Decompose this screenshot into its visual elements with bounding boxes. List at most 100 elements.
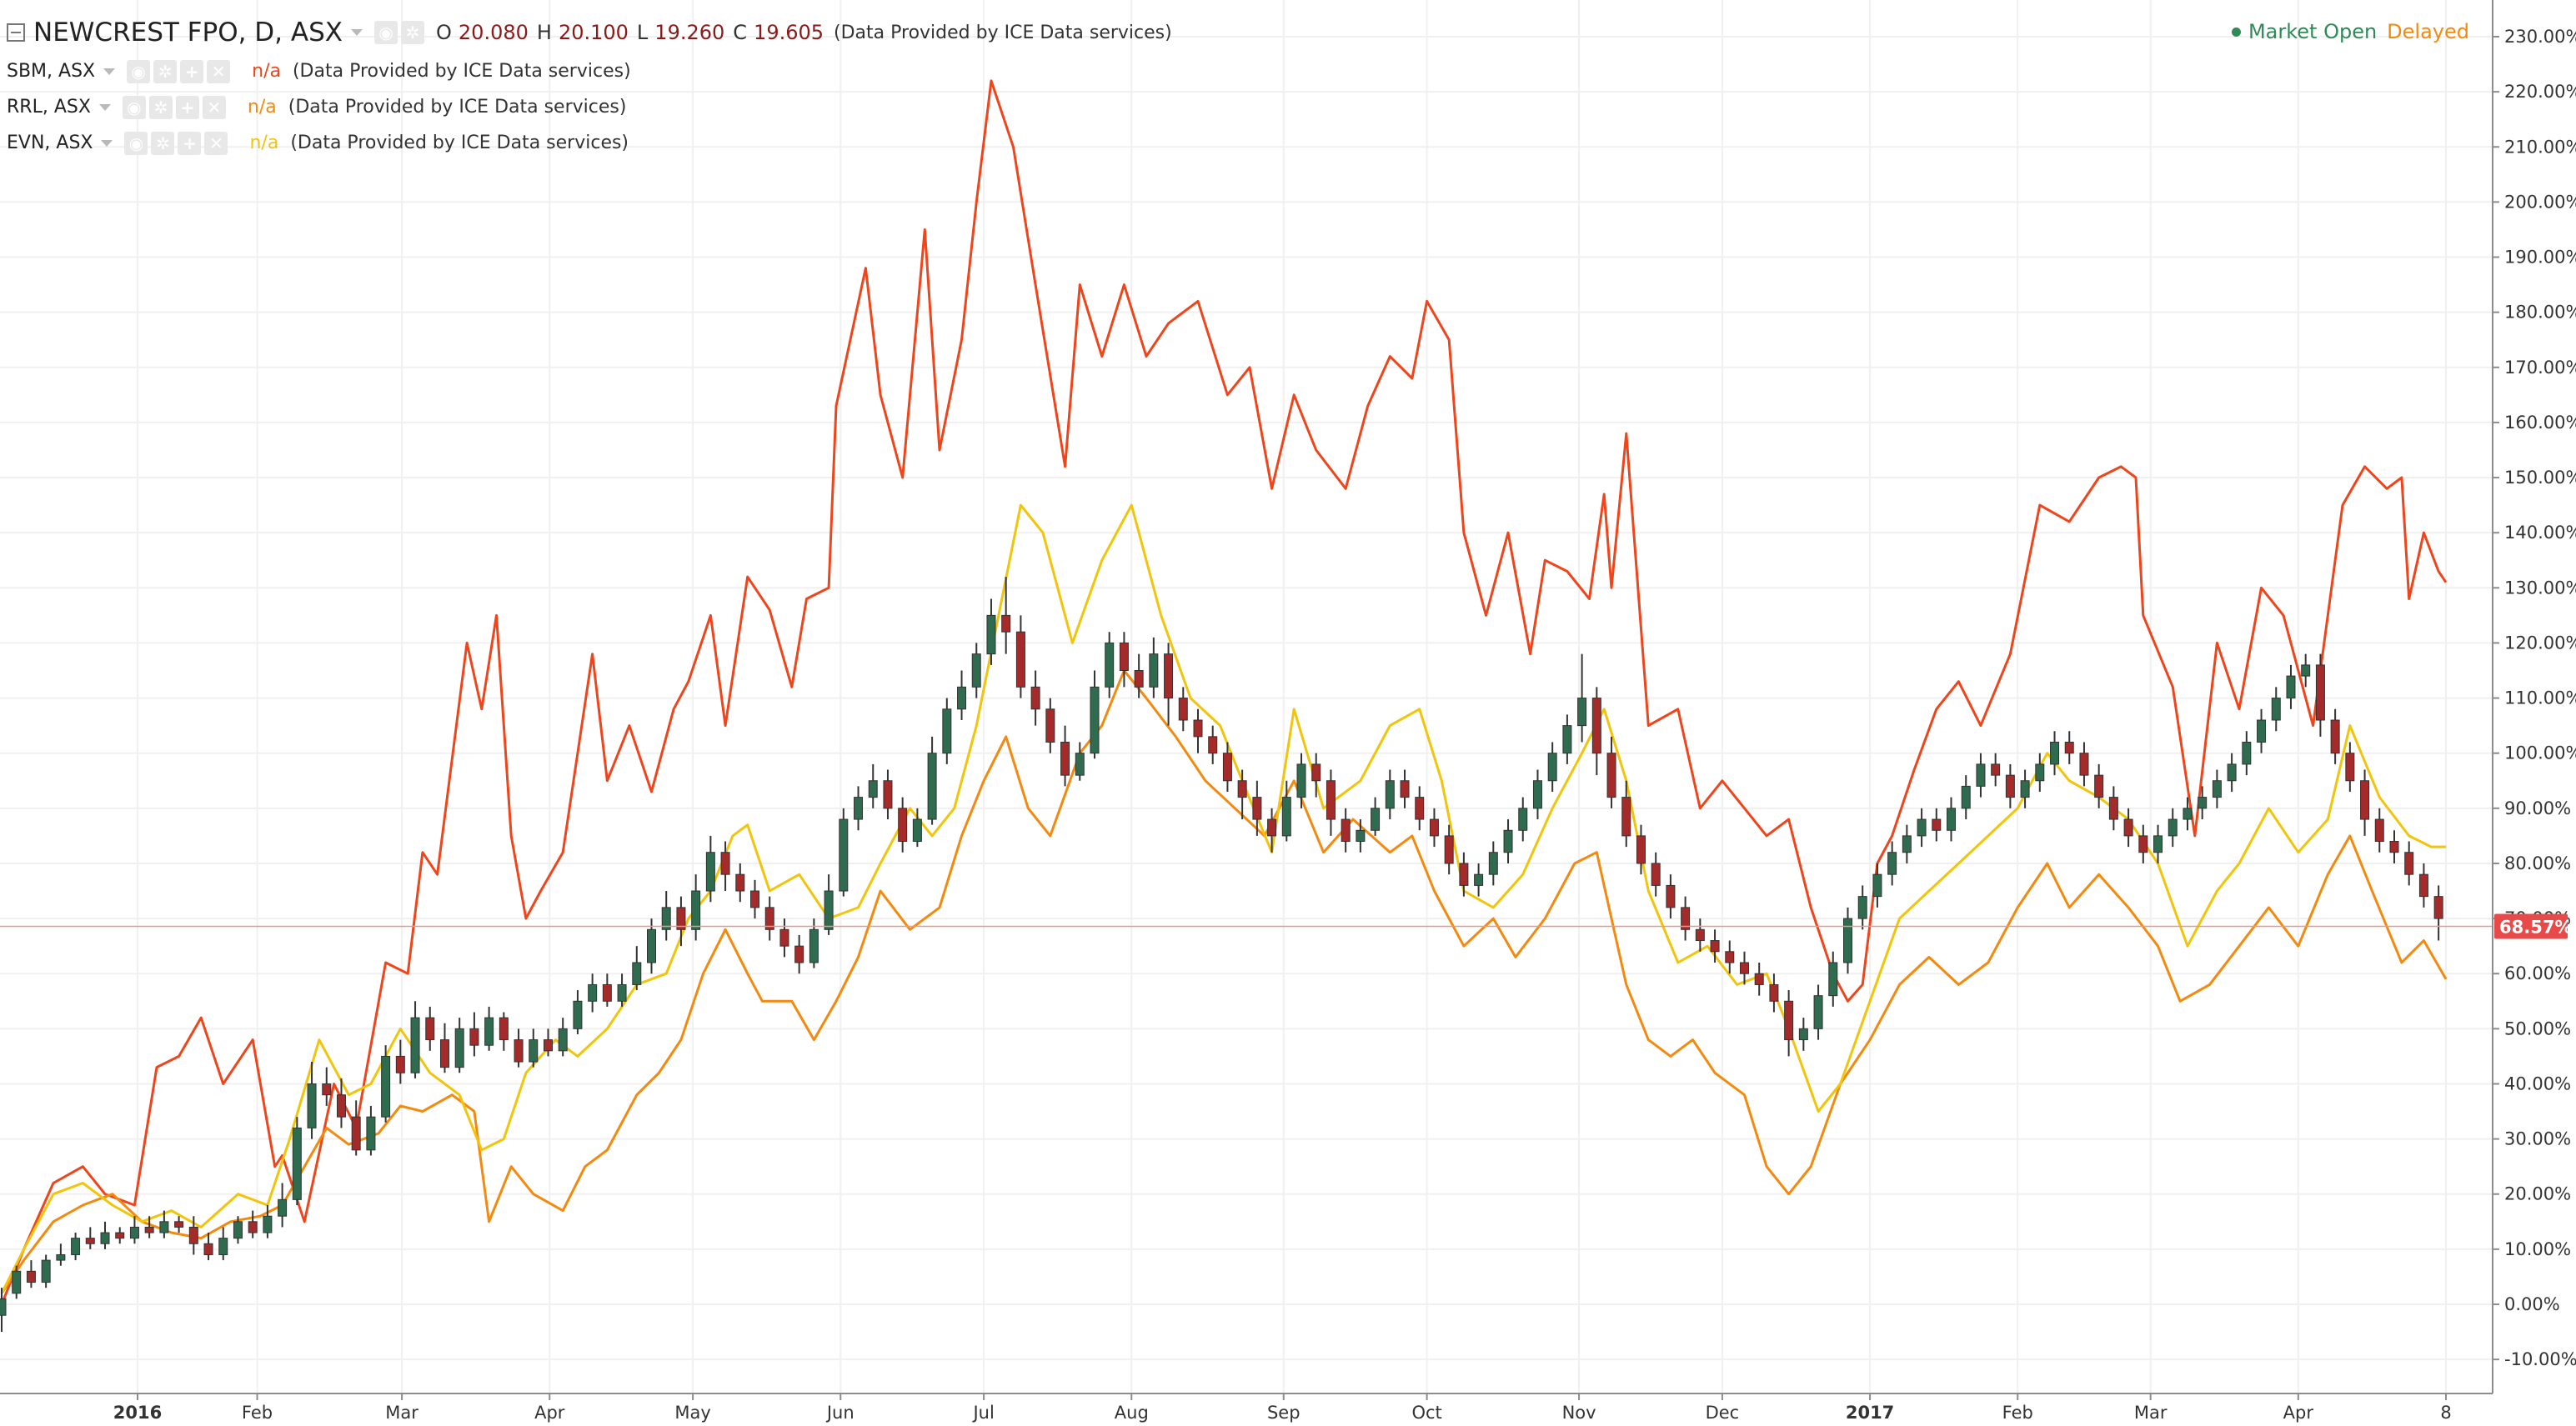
compare-value: n/a	[252, 61, 281, 82]
candle-body	[854, 797, 864, 820]
candle-body	[898, 808, 908, 843]
candle-body	[292, 1127, 302, 1200]
plus-icon[interactable]: +	[180, 59, 204, 83]
price-axis-bg	[2493, 0, 2576, 1426]
candle-body	[2050, 741, 2060, 765]
plus-icon[interactable]: +	[178, 131, 202, 155]
candle-body	[1947, 808, 1957, 831]
candle-body	[1636, 835, 1646, 864]
candle-body	[0, 1298, 7, 1316]
candle-body	[2271, 698, 2281, 721]
candle-body	[85, 1238, 95, 1244]
caret-down-icon[interactable]	[103, 68, 116, 75]
market-open-label: Market Open	[2248, 20, 2378, 43]
candle-body	[1991, 763, 2001, 776]
time-tick-label: Jul	[971, 1403, 994, 1423]
candle-body	[1562, 725, 1572, 754]
close-icon[interactable]: ✕	[204, 131, 228, 155]
price-tick-label: -10.00%	[2504, 1349, 2576, 1369]
gear-icon[interactable]: ✲	[401, 21, 425, 44]
candle-body	[2094, 774, 2104, 798]
price-tick-label: 160.00%	[2504, 413, 2576, 433]
caret-down-icon[interactable]	[98, 103, 111, 111]
price-tick-label: 220.00%	[2504, 82, 2576, 102]
candle-body	[1621, 797, 1631, 837]
candle-body	[647, 928, 657, 963]
series-line	[0, 503, 2446, 1294]
candle-body	[1252, 797, 1262, 820]
time-tick-label: Nov	[1562, 1403, 1596, 1423]
eye-icon[interactable]: ◉	[124, 131, 148, 155]
time-tick-label: Mar	[2134, 1403, 2168, 1423]
price-tick-label: 50.00%	[2504, 1018, 2571, 1038]
candle-body	[2198, 797, 2208, 809]
plus-icon[interactable]: +	[175, 95, 199, 119]
candle-body	[1444, 835, 1454, 864]
high-label: H	[536, 21, 552, 44]
legend-compare-row[interactable]: RRL, ASX ◉ ✲ + ✕ n/a (Data Provided by I…	[7, 89, 1172, 125]
time-tick-label: Apr	[2283, 1403, 2314, 1423]
candle-body	[395, 1055, 405, 1073]
candle-body	[1547, 753, 1557, 782]
price-tick-label: 170.00%	[2504, 358, 2576, 378]
candle-body	[764, 907, 774, 930]
candle-body	[1917, 818, 1927, 837]
legend-main-row[interactable]: NEWCREST FPO, D, ASX ◉ ✲ O 20.080 H 20.1…	[7, 12, 1172, 53]
candle-body	[1164, 653, 1174, 699]
legend-compare-row[interactable]: SBM, ASX ◉ ✲ + ✕ n/a (Data Provided by I…	[7, 53, 1172, 89]
candle-body	[2242, 741, 2252, 765]
candle-body	[1474, 873, 1484, 886]
caret-down-icon[interactable]	[101, 139, 113, 147]
candle-body	[2123, 818, 2133, 837]
candle-body	[56, 1253, 66, 1261]
candle-body	[484, 1017, 494, 1046]
time-tick-label: 8	[2440, 1403, 2451, 1423]
main-provider: (Data Provided by ICE Data services)	[834, 22, 1172, 43]
candle-body	[1503, 829, 1513, 853]
compare-symbol[interactable]: RRL, ASX	[7, 97, 91, 118]
candle-body	[454, 1028, 464, 1068]
caret-down-icon[interactable]	[351, 29, 363, 36]
candle-body	[263, 1215, 273, 1233]
compare-symbol[interactable]: EVN, ASX	[7, 133, 93, 153]
price-axis[interactable]: -10.00% 0.00% 10.00% 20.00% 30.00% 40.00% 50.0…	[2492, 0, 2576, 1426]
main-symbol[interactable]: NEWCREST FPO, D, ASX	[33, 18, 343, 48]
candle-body	[322, 1083, 332, 1096]
collapse-icon[interactable]	[7, 23, 25, 42]
candle-body	[1813, 995, 1823, 1029]
status-dot-icon	[2231, 27, 2241, 37]
gear-icon[interactable]: ✲	[151, 131, 175, 155]
eye-icon[interactable]: ◉	[122, 95, 146, 119]
candle-body	[2153, 835, 2163, 853]
candle-body	[1651, 863, 1661, 886]
price-tick-label: 230.00%	[2504, 27, 2576, 47]
gear-icon[interactable]: ✲	[148, 95, 173, 119]
candle-body	[1311, 763, 1321, 782]
price-tick-label: 90.00%	[2504, 798, 2571, 818]
compare-provider: (Data Provided by ICE Data services)	[288, 97, 627, 118]
candle-body	[1518, 808, 1528, 831]
eye-icon[interactable]: ◉	[374, 21, 398, 44]
compare-symbol[interactable]: SBM, ASX	[7, 61, 96, 82]
candle-body	[115, 1232, 125, 1239]
close-icon[interactable]: ✕	[202, 95, 226, 119]
candle-body	[1222, 753, 1232, 782]
candle-body	[1976, 763, 1986, 787]
candle-body	[986, 614, 996, 655]
time-tick-label: Sep	[1267, 1403, 1301, 1423]
candle-body	[1429, 818, 1439, 837]
eye-icon[interactable]: ◉	[127, 59, 151, 83]
time-axis[interactable]: 2016 Feb Mar Apr May Jun Jul Aug Sep Oct Nov Dec 201…	[0, 1393, 2576, 1426]
legend-compare-row[interactable]: EVN, ASX ◉ ✲ + ✕ n/a (Data Provided by I…	[7, 125, 1172, 161]
candle-body	[1577, 698, 1587, 727]
gear-icon[interactable]: ✲	[153, 59, 178, 83]
time-tick-label: Feb	[2002, 1403, 2033, 1423]
candle-body	[144, 1226, 154, 1233]
candle-body	[1356, 829, 1366, 843]
candle-body	[26, 1270, 36, 1283]
close-icon[interactable]: ✕	[207, 59, 231, 83]
candle-body	[2227, 763, 2237, 782]
candle-body	[1075, 753, 1085, 776]
candle-body	[2433, 896, 2443, 919]
